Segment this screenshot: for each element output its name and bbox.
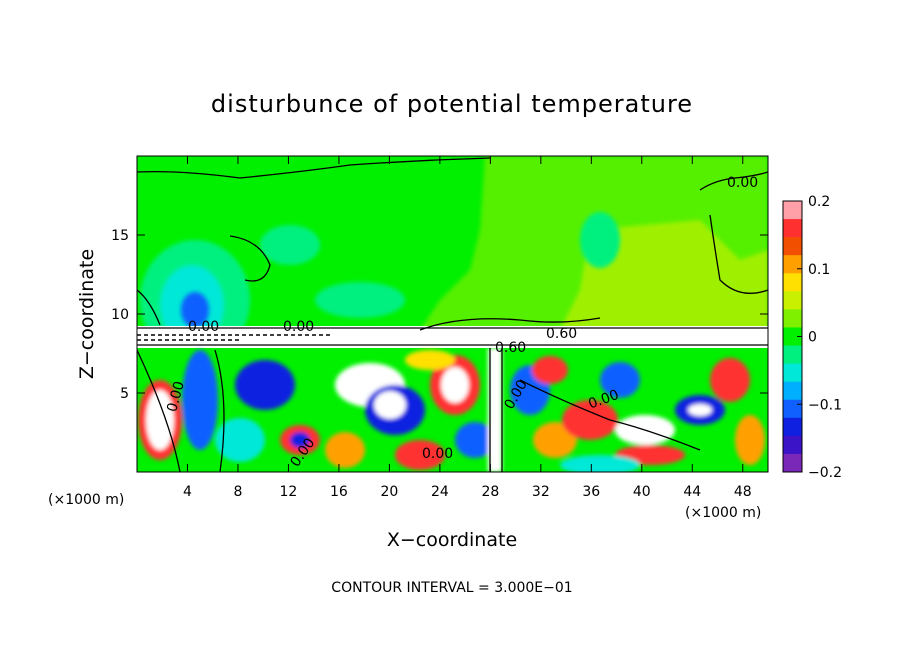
contour-label: 0.00 <box>188 319 219 335</box>
y-axis: 5 10 15 <box>111 228 768 402</box>
turbulent-blobs <box>138 348 765 472</box>
colorbar-tick-label: −0.2 <box>808 465 842 481</box>
cyan-patch-3 <box>315 282 405 318</box>
x-tick-label: 8 <box>233 484 242 500</box>
contour-label: 0.60 <box>546 326 577 342</box>
colorbar-segment <box>783 381 802 401</box>
x-tick-label: 28 <box>481 484 499 500</box>
colorbar-segment <box>783 273 802 292</box>
x-tick-label: 12 <box>280 484 298 500</box>
colorbar-segment <box>783 345 802 365</box>
colorbar-tick-label: 0 <box>808 330 817 346</box>
cyan-patch-1 <box>260 225 320 265</box>
x-tick-label: 40 <box>633 484 651 500</box>
cold-anomaly-inner <box>181 292 209 328</box>
x-tick-label: 48 <box>734 484 752 500</box>
x-tick-label: 24 <box>431 484 449 500</box>
colorbar-segment <box>783 291 802 310</box>
colorbar-segment <box>783 453 802 473</box>
colorbar-segment <box>783 201 802 220</box>
x-tick-label: 32 <box>532 484 550 500</box>
x-tick-label: 4 <box>183 484 192 500</box>
colorbar-segment <box>783 309 802 328</box>
y-tick-label: 10 <box>111 307 129 323</box>
colorbar-segment <box>783 399 802 419</box>
contour-label: 0.60 <box>495 340 526 356</box>
colorbar-tick-label: 0.1 <box>808 262 830 278</box>
inversion-band <box>137 326 768 348</box>
contour-interval-label: CONTOUR INTERVAL = 3.000E−01 <box>331 580 572 596</box>
dashed-contours <box>137 334 330 341</box>
colorbar: 0.2 0.1 0 −0.1 −0.2 <box>782 194 842 481</box>
x-tick-label: 20 <box>380 484 398 500</box>
contour-label: 0.00 <box>283 319 314 335</box>
contour-label: 0.00 <box>422 446 453 462</box>
colorbar-tick-label: −0.1 <box>808 397 842 413</box>
x-axis-title: X−coordinate <box>387 529 517 551</box>
y-tick-label: 5 <box>120 386 129 402</box>
contour-labels: 0.00 0.00 0.00 0.60 0.60 0.00 0.00 0.00 … <box>164 175 758 470</box>
colorbar-segment <box>783 255 802 274</box>
colorbar-segment <box>783 435 802 455</box>
y-tick-label: 15 <box>111 228 129 244</box>
colorbar-tick-label: 0.2 <box>808 194 830 210</box>
colorbar-segment <box>783 219 802 238</box>
x-tick-label: 44 <box>683 484 701 500</box>
x-tick-label: 36 <box>582 484 600 500</box>
plot-area <box>137 156 768 472</box>
contour-label: 0.00 <box>164 380 188 414</box>
chart-title: disturbunce of potential temperature <box>211 90 693 118</box>
cyan-patch-2 <box>580 212 620 268</box>
colorbar-segment <box>783 327 802 347</box>
colorbar-segment <box>783 363 802 383</box>
y-axis-title: Z−coordinate <box>76 249 98 379</box>
contour-label: 0.00 <box>727 175 758 191</box>
x-unit-label-left: (×1000 m) <box>48 492 124 508</box>
x-axis: 4 8 12 16 20 24 28 32 36 40 44 48 <box>183 156 752 500</box>
x-unit-label-right: (×1000 m) <box>685 505 761 521</box>
colorbar-segment <box>783 417 802 437</box>
x-tick-label: 16 <box>330 484 348 500</box>
colorbar-segment <box>783 237 802 256</box>
contour-lines <box>137 157 768 472</box>
